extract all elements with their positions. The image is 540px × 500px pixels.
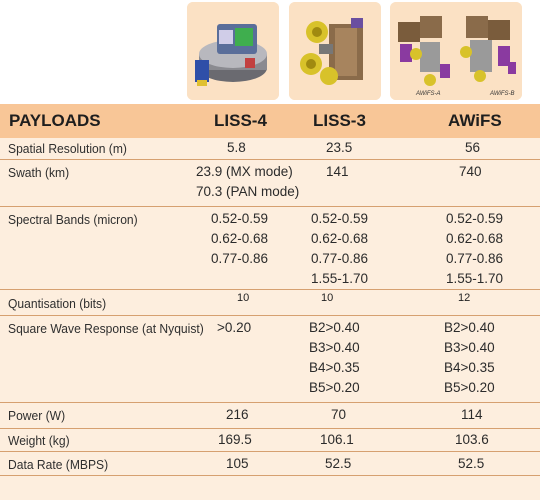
row-label-swath: Swath (km): [8, 165, 70, 180]
row-divider: [0, 428, 540, 429]
cell-liss4-weight: 169.5: [218, 432, 252, 447]
cell-liss4-data-rate: 105: [226, 456, 249, 471]
row-label-quantisation: Quantisation (bits): [8, 296, 107, 311]
cell-awifs-spatial-resolution: 56: [465, 140, 481, 155]
cell-awifs-spectral-bands: 0.52-0.59 0.62-0.68 0.77-0.86 1.55-1.70: [446, 211, 504, 286]
cell-awifs-data-rate: 52.5: [458, 456, 485, 471]
cell-liss4-square-wave-response: >0.20: [217, 320, 252, 335]
cell-liss3-swath: 141: [326, 164, 349, 179]
header-awifs: AWiFS: [448, 111, 502, 130]
row-divider: [0, 289, 540, 290]
cell-liss3-weight: 106.1: [320, 432, 354, 447]
awifs-a-caption: AWiFS-A: [416, 91, 441, 97]
cell-liss4-spatial-resolution: 5.8: [227, 140, 246, 155]
row-label-weight: Weight (kg): [8, 433, 70, 448]
row-label-data-rate: Data Rate (MBPS): [8, 457, 109, 472]
cell-liss4-quantisation: 10: [237, 292, 250, 304]
cell-awifs-square-wave-response: B2>0.40 B3>0.40 B4>0.35 B5>0.20: [444, 320, 495, 395]
cell-liss3-quantisation: 10: [321, 292, 334, 304]
cell-awifs-swath: 740: [459, 164, 482, 179]
row-divider: [0, 315, 540, 316]
row-label-power: Power (W): [8, 408, 66, 423]
cell-liss3-data-rate: 52.5: [325, 456, 352, 471]
cell-awifs-power: 114: [461, 407, 483, 422]
cell-awifs-quantisation: 12: [458, 292, 471, 304]
row-divider: [0, 206, 540, 207]
header-liss4: LISS-4: [214, 111, 267, 130]
header-payloads: PAYLOADS: [9, 111, 101, 130]
row-label-spectral-bands: Spectral Bands (micron): [8, 212, 138, 227]
table-header-row: [0, 104, 540, 138]
header-liss3: LISS-3: [313, 111, 366, 130]
cell-liss4-swath: 23.9 (MX mode) 70.3 (PAN mode): [196, 164, 300, 199]
row-divider: [0, 402, 540, 403]
cell-awifs-weight: 103.6: [455, 432, 489, 447]
cell-liss4-spectral-bands: 0.52-0.59 0.62-0.68 0.77-0.86: [211, 211, 269, 266]
cell-liss3-spectral-bands: 0.52-0.59 0.62-0.68 0.77-0.86 1.55-1.70: [311, 211, 369, 286]
liss3-camera-image: [289, 2, 381, 100]
cell-liss4-power: 216: [226, 407, 249, 422]
row-label-spatial-resolution: Spatial Resolution (m): [8, 141, 127, 156]
row-divider: [0, 451, 540, 452]
cell-liss3-square-wave-response: B2>0.40 B3>0.40 B4>0.35 B5>0.20: [309, 320, 360, 395]
awifs-camera-image: [390, 2, 522, 100]
row-divider: [0, 475, 540, 476]
liss4-camera-image: [187, 2, 279, 100]
row-divider: [0, 159, 540, 160]
row-label-square-wave-response: Square Wave Response (at Nyquist): [8, 321, 204, 336]
cell-liss3-spatial-resolution: 23.5: [326, 140, 353, 155]
cell-liss3-power: 70: [331, 407, 347, 422]
awifs-b-caption: AWiFS-B: [490, 91, 515, 97]
